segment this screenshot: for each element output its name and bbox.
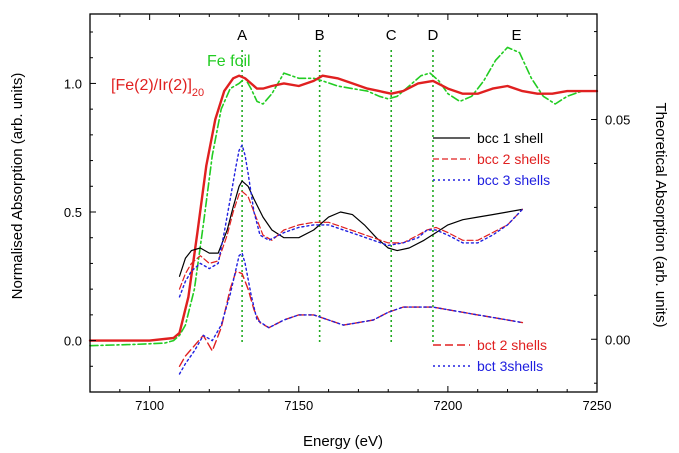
legend-label: bct 2 shells <box>477 337 547 353</box>
series-line-4 <box>178 144 524 298</box>
series-line-5 <box>178 270 524 367</box>
y-axis-ticks: 0.0 0.5 1.0 <box>64 31 96 393</box>
x-tick-label: 7250 <box>583 398 612 413</box>
plot-area-border <box>89 13 598 393</box>
annotation-lines <box>241 50 434 342</box>
annotation-label-c: C <box>386 27 397 44</box>
multilayer-label: [Fe(2)/Ir(2)]20 <box>111 77 204 99</box>
y-tick-label: 0.5 <box>64 205 82 220</box>
x-tick-label: 7150 <box>284 398 313 413</box>
annotation-labels: A B C D E <box>237 27 521 44</box>
y2-tick-label: 0.00 <box>605 332 630 347</box>
y-tick-label: 0.0 <box>64 334 82 349</box>
x-tick-label: 7100 <box>135 398 164 413</box>
y2-axis-ticks: 0.00 0.05 <box>591 31 630 384</box>
annotation-label-e: E <box>511 27 521 44</box>
annotation-label-b: B <box>315 27 325 44</box>
series-line-3 <box>178 190 523 290</box>
multilayer-label-subscript: 20 <box>192 87 204 99</box>
series-layer <box>88 46 599 375</box>
plot-frame <box>89 13 598 393</box>
x-axis-title: Energy (eV) <box>303 433 383 450</box>
annotation-label-d: D <box>428 27 439 44</box>
series-line-6 <box>178 252 524 375</box>
y2-tick-label: 0.05 <box>605 112 630 127</box>
y2-axis-title: Theoretical Absorption (arb. units) <box>652 102 669 327</box>
experiment-labels: Fe foil [Fe(2)/Ir(2)]20 <box>111 53 251 99</box>
legend-label: bcc 3 shells <box>477 172 550 188</box>
legend-label: bct 3shells <box>477 358 543 374</box>
fe-foil-label: Fe foil <box>207 53 251 70</box>
legend: bcc 1 shell bcc 2 shells bcc 3 shells bct 2… <box>433 130 550 374</box>
x-tick-label: 7200 <box>433 398 462 413</box>
legend-label: bcc 2 shells <box>477 151 550 167</box>
series-line-0 <box>89 46 598 347</box>
legend-label: bcc 1 shell <box>477 130 543 146</box>
y-tick-label: 1.0 <box>64 76 82 91</box>
series-line-1 <box>88 74 599 342</box>
annotation-label-a: A <box>237 27 247 44</box>
y-axis-title: Normalised Absorption (arb. units) <box>9 73 26 300</box>
multilayer-label-main: [Fe(2)/Ir(2)] <box>111 77 192 94</box>
series-line-2 <box>178 180 523 277</box>
x-axis-ticks: 7100 7150 7200 7250 <box>119 14 612 413</box>
